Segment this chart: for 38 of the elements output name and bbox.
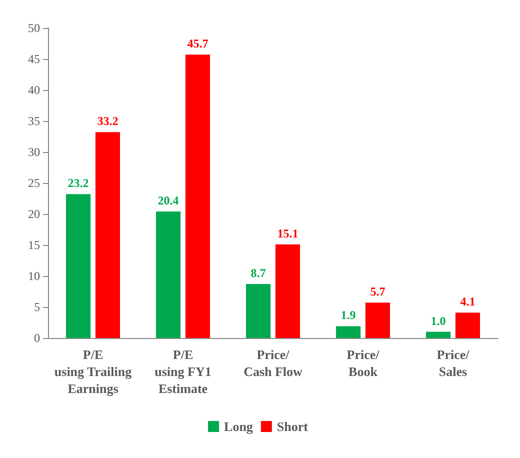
- y-tick-label: 30: [28, 145, 40, 159]
- x-tick-label: P/E using Trailing Earnings: [54, 347, 132, 396]
- bar: [336, 326, 361, 338]
- data-label: 23.2: [68, 176, 89, 190]
- data-label: 20.4: [158, 194, 179, 208]
- bar: [426, 332, 451, 338]
- x-tick-label: Price/ Sales: [436, 347, 470, 379]
- bar: [455, 312, 480, 338]
- y-tick-label: 5: [34, 300, 40, 314]
- y-tick-label: 40: [28, 83, 40, 97]
- bar: [156, 212, 181, 338]
- y-tick-label: 35: [28, 114, 40, 128]
- y-tick-label: 25: [28, 176, 40, 190]
- legend-label: Short: [276, 419, 309, 434]
- bar: [246, 284, 271, 338]
- data-label: 4.1: [460, 294, 476, 309]
- data-label: 45.7: [187, 36, 208, 51]
- y-tick-label: 20: [28, 207, 40, 221]
- bar: [365, 302, 390, 338]
- x-tick-label: P/E using FY1 Estimate: [154, 347, 212, 396]
- data-label: 33.2: [97, 114, 118, 128]
- data-label: 5.7: [370, 284, 386, 299]
- legend-label: Long: [224, 419, 254, 434]
- x-tick-label: Price/ Book: [346, 347, 380, 379]
- data-label: 15.1: [277, 226, 298, 240]
- y-tick-label: 0: [34, 331, 40, 345]
- bar: [95, 132, 120, 338]
- bar: [275, 244, 300, 338]
- y-tick-label: 50: [28, 21, 40, 35]
- bar: [185, 54, 210, 338]
- data-label: 1.9: [340, 308, 356, 322]
- y-tick-label: 15: [28, 238, 40, 252]
- y-tick-label: 45: [28, 52, 40, 66]
- data-label: 8.7: [250, 266, 266, 280]
- bar: [66, 194, 91, 338]
- y-tick-label: 10: [28, 269, 40, 283]
- data-label: 1.0: [430, 314, 446, 328]
- x-tick-label: Price/ Cash Flow: [244, 347, 304, 379]
